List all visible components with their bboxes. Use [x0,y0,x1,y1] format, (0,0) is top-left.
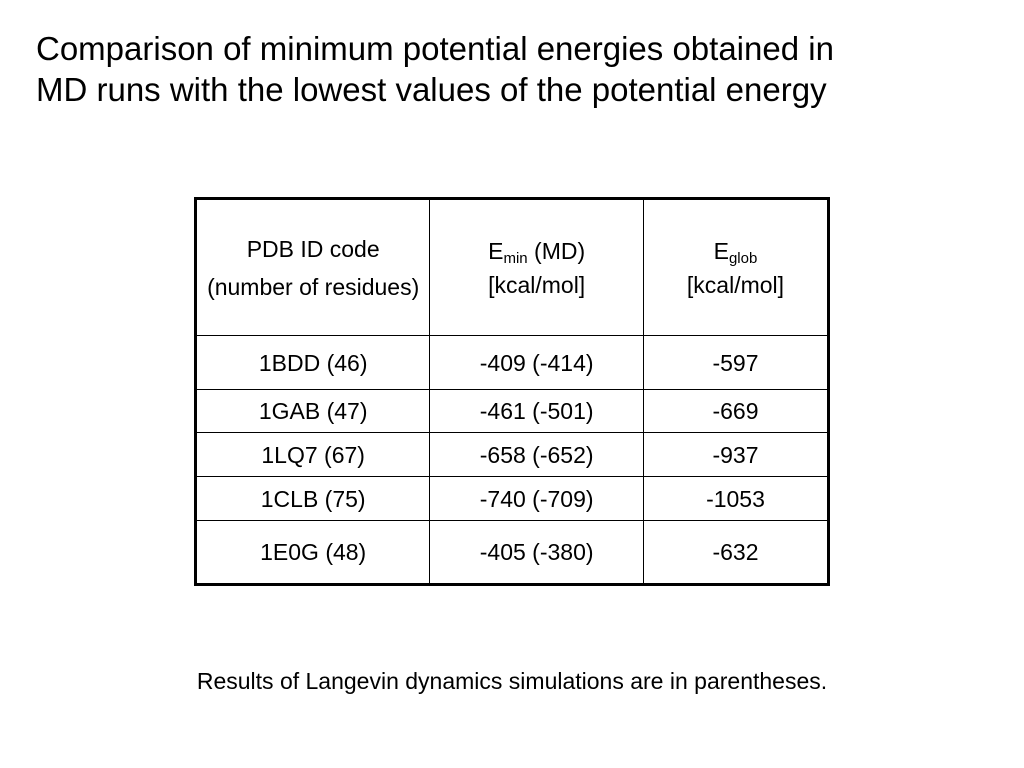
cell-pdb: 1GAB (47) [194,389,431,433]
table-row: 1BDD (46) -409 (-414) -597 [194,335,830,390]
cell-pdb: 1E0G (48) [194,520,431,585]
header-eglob-symbol: E [713,237,729,264]
cell-pdb: 1LQ7 (67) [194,432,431,477]
footnote: Results of Langevin dynamics simulations… [196,668,828,694]
header-emin: Emin (MD) [kcal/mol] [429,198,644,336]
header-eglob-unit: [kcal/mol] [686,271,785,298]
cell-emin: -409 (-414) [429,335,644,390]
table-row: 1E0G (48) -405 (-380) -632 [194,520,830,585]
header-eglob: Eglob [kcal/mol] [642,198,830,336]
table-row: 1LQ7 (67) -658 (-652) -937 [194,432,830,477]
cell-emin: -658 (-652) [429,432,644,477]
cell-emin: -461 (-501) [429,389,644,433]
table-row: 1CLB (75) -740 (-709) -1053 [194,476,830,521]
table-header-row: PDB ID code (number of residues) Emin (M… [194,198,830,336]
cell-emin: -405 (-380) [429,520,644,585]
slide-title-line-1: Comparison of minimum potential energies… [36,30,834,67]
header-pdb-id: PDB ID code (number of residues) [194,198,431,336]
cell-eglob: -632 [642,520,830,585]
header-pdb-id-label: PDB ID code [246,235,380,262]
cell-emin: -740 (-709) [429,476,644,521]
cell-pdb: 1BDD (46) [194,335,431,390]
cell-eglob: -1053 [642,476,830,521]
header-emin-symbol: E [488,237,504,264]
cell-pdb: 1CLB (75) [194,476,431,521]
cell-eglob: -669 [642,389,830,433]
header-emin-method: (MD) [527,237,586,264]
table-row: 1GAB (47) -461 (-501) -669 [194,389,830,433]
cell-eglob: -597 [642,335,830,390]
header-eglob-subscript: glob [728,249,758,267]
slide-title-line-2: MD runs with the lowest values of the po… [36,71,827,108]
header-residue-count-label: (number of residues) [207,273,420,300]
slide-title: Comparison of minimum potential energies… [36,28,1016,110]
energy-comparison-table: PDB ID code (number of residues) Emin (M… [194,197,830,586]
header-emin-unit: [kcal/mol] [488,271,586,298]
header-emin-subscript: min [503,249,528,267]
cell-eglob: -937 [642,432,830,477]
